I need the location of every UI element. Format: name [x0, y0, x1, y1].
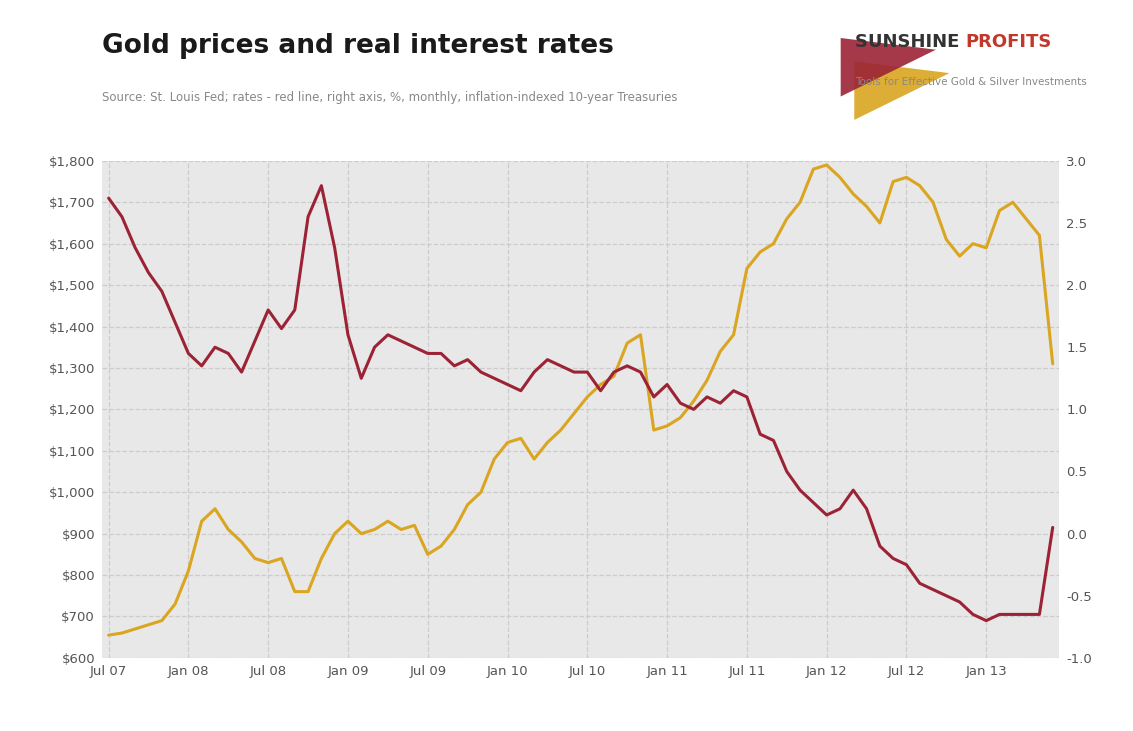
Text: Tools for Effective Gold & Silver Investments: Tools for Effective Gold & Silver Invest…	[855, 77, 1088, 87]
Polygon shape	[854, 61, 949, 120]
Polygon shape	[841, 38, 936, 96]
Text: Gold prices and real interest rates: Gold prices and real interest rates	[102, 33, 614, 59]
Text: PROFITS: PROFITS	[965, 33, 1051, 51]
Text: SUNSHINE: SUNSHINE	[855, 33, 966, 51]
Text: Source: St. Louis Fed; rates - red line, right axis, %, monthly, inflation-index: Source: St. Louis Fed; rates - red line,…	[102, 91, 678, 105]
